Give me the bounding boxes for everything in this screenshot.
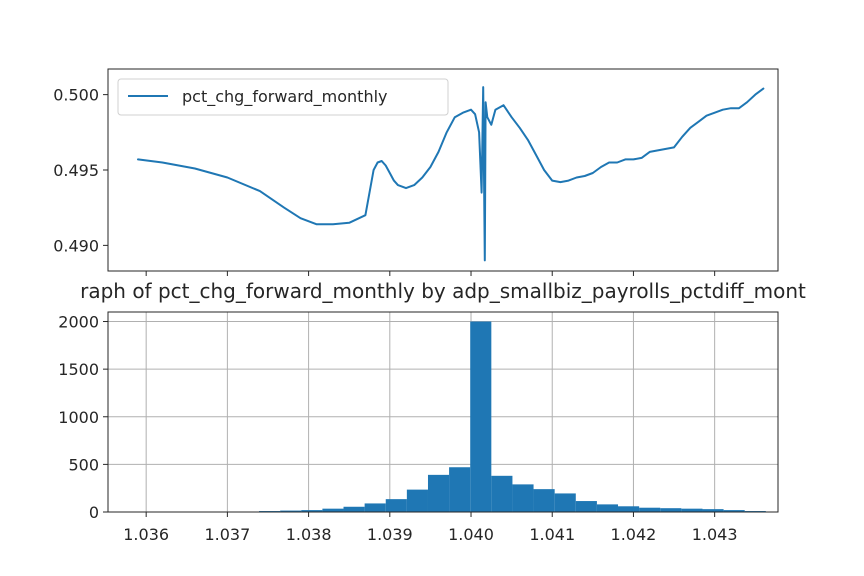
histogram-x-axis: 1.036 1.037 1.038 1.039 1.040 1.041 1.042 1.043 (123, 512, 738, 544)
histogram-bar (618, 506, 640, 512)
series-line-pct-chg-forward-monthly (137, 86, 765, 262)
histogram-bar (343, 506, 365, 512)
line-chart-y-axis: 0.490 0.495 0.500 (53, 86, 108, 255)
histogram-y-tick-label: 2000 (58, 313, 99, 332)
histogram-bar (449, 467, 471, 512)
histogram-x-tick-label: 1.039 (367, 525, 413, 544)
line-chart-x-axis (145, 271, 716, 276)
histogram-bars (132, 321, 766, 512)
histogram-bar (596, 504, 619, 512)
histogram-y-tick-label: 1000 (58, 408, 99, 427)
histogram-bar (280, 510, 302, 512)
line-y-tick-label: 0.500 (53, 86, 99, 105)
legend: pct_chg_forward_monthly (117, 78, 449, 116)
histogram-bar (639, 507, 661, 512)
histogram-x-tick-label: 1.036 (123, 525, 169, 544)
histogram-y-tick-label: 500 (68, 455, 99, 474)
line-chart-frame (107, 68, 779, 272)
histogram-bar (702, 509, 724, 512)
histogram-x-tick-label: 1.037 (204, 525, 250, 544)
histogram-x-tick-label: 1.043 (692, 525, 738, 544)
histogram-bar (575, 501, 597, 512)
histogram-bar (723, 510, 745, 512)
line-y-tick-label: 0.490 (53, 236, 99, 255)
histogram-bar (301, 510, 323, 512)
histogram-y-tick-label: 0 (89, 503, 99, 522)
histogram-bar (322, 508, 344, 512)
histogram-bar (512, 484, 534, 512)
histogram-bar (427, 474, 450, 512)
histogram-bar (681, 508, 703, 512)
histogram-y-tick-label: 1500 (58, 360, 99, 379)
legend-box (117, 78, 449, 116)
histogram-bar (491, 475, 513, 512)
histogram-y-axis: 0 500 1000 1500 2000 (58, 313, 108, 522)
histogram-x-tick-label: 1.041 (529, 525, 575, 544)
histogram-chart: raph of pct_chg_forward_monthly by adp_s… (58, 279, 806, 544)
histogram-x-tick-label: 1.038 (286, 525, 332, 544)
line-y-tick-label: 0.495 (53, 161, 99, 180)
histogram-bar (385, 499, 407, 512)
histogram-bar (660, 508, 682, 512)
histogram-bar (533, 489, 555, 512)
histogram-x-tick-label: 1.042 (611, 525, 657, 544)
histogram-bar (470, 321, 492, 512)
line-chart: 0.490 0.495 0.500 pct_chg_forward_monthly (53, 68, 779, 276)
histogram-bar (554, 493, 576, 512)
histogram-bar (364, 503, 386, 512)
histogram-frame (107, 311, 779, 513)
histogram-title: raph of pct_chg_forward_monthly by adp_s… (80, 279, 806, 303)
histogram-x-tick-label: 1.040 (448, 525, 494, 544)
legend-label: pct_chg_forward_monthly (182, 87, 388, 107)
histogram-bar (406, 489, 428, 512)
